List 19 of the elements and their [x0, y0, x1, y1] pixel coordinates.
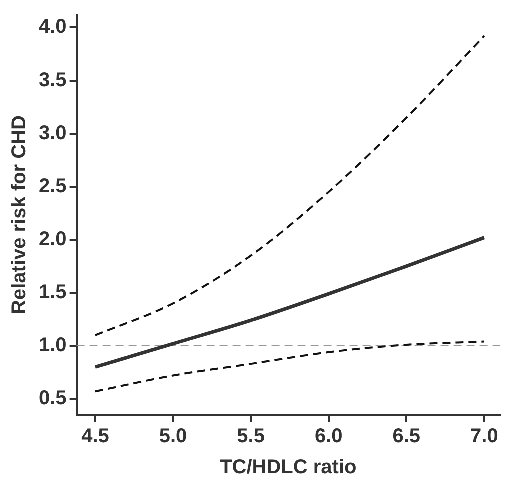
line-series [94, 35, 486, 336]
y-tick-label: 3.5 [38, 69, 67, 92]
y-tick-label: 2.0 [38, 228, 67, 250]
y-tick-label: 1.0 [38, 334, 67, 357]
x-tick-label: 6.0 [314, 426, 343, 448]
y-tick-label: 1.5 [38, 282, 67, 304]
y-axis-title: Relative risk for CHD [8, 116, 31, 314]
x-tick-label: 4.5 [82, 426, 110, 448]
y-tick-label: 3.0 [38, 122, 67, 144]
line-series [94, 340, 486, 393]
y-tick-label: 4.0 [38, 16, 67, 38]
x-tick-label: 6.5 [392, 426, 421, 448]
x-tick-label: 5.0 [159, 426, 188, 448]
y-tick-label: 2.5 [38, 175, 67, 198]
y-tick-label: 0.5 [38, 388, 67, 410]
line-series [94, 236, 486, 370]
x-tick-label: 7.0 [470, 426, 498, 448]
x-axis-title: TC/HDLC ratio [220, 456, 357, 479]
x-tick-label: 5.5 [237, 426, 265, 448]
